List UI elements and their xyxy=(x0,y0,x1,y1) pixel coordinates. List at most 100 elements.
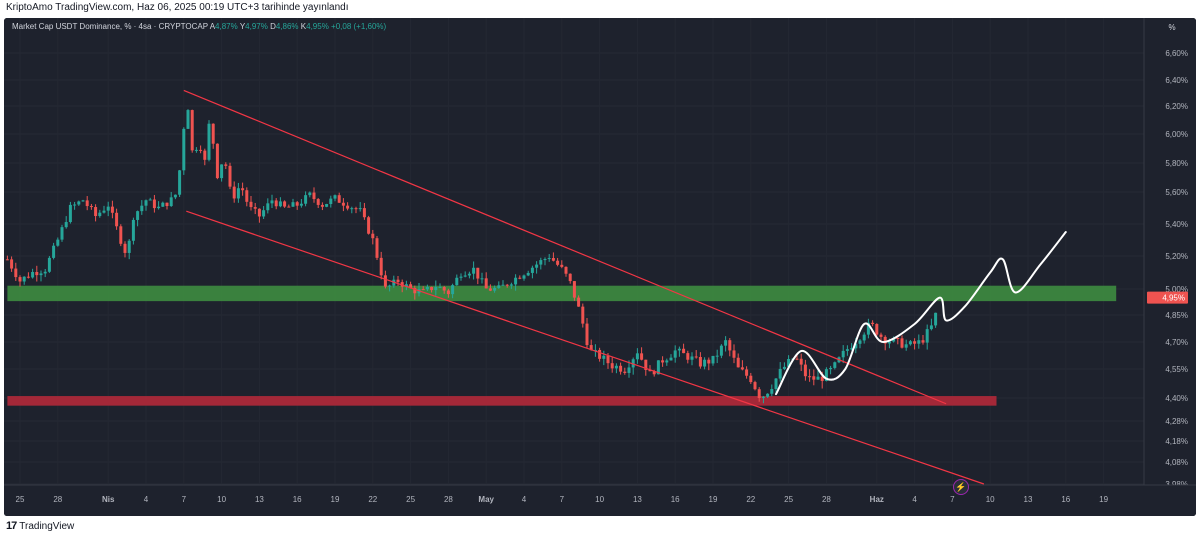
candle-body xyxy=(434,286,438,291)
x-tick-label: 4 xyxy=(912,495,917,504)
candle-body xyxy=(455,277,459,286)
candle-body xyxy=(787,359,791,367)
x-tick-label: 25 xyxy=(406,495,415,504)
candle-body xyxy=(866,322,870,335)
candle-body xyxy=(661,360,665,363)
candle-body xyxy=(89,206,93,208)
x-tick-label: 19 xyxy=(709,495,718,504)
candle-body xyxy=(539,260,543,265)
candle-body xyxy=(459,276,463,278)
candle-body xyxy=(598,349,602,359)
x-tick-label: 10 xyxy=(217,495,226,504)
x-tick-label: May xyxy=(478,495,494,504)
candle-body xyxy=(883,336,887,344)
candle-body xyxy=(908,341,912,345)
price-chart[interactable]: 6,60% 6,40% 6,20% 6,00% 5,80% 5,60% 5,40% 5,20%… xyxy=(4,18,1196,516)
candle-body xyxy=(887,341,891,344)
x-tick-label: 13 xyxy=(255,495,264,504)
candle-body xyxy=(383,275,387,287)
x-tick-label: 13 xyxy=(1024,495,1033,504)
candle-body xyxy=(711,355,715,364)
candle-body xyxy=(753,382,757,390)
y-tick-label: 4,18% xyxy=(1165,437,1188,446)
candle-body xyxy=(39,273,43,276)
candle-body xyxy=(337,195,341,203)
candle-body xyxy=(119,226,123,244)
x-tick-label: 25 xyxy=(16,495,25,504)
candle-body xyxy=(43,271,47,274)
candle-body xyxy=(274,200,278,207)
candle-body xyxy=(102,210,106,213)
candle-body xyxy=(413,288,417,294)
candle-body xyxy=(900,338,904,348)
unit-toggle-button[interactable]: % xyxy=(1168,23,1176,32)
candle-body xyxy=(320,204,324,207)
candle-body xyxy=(312,192,316,200)
candle-body xyxy=(425,286,429,290)
candle-body xyxy=(467,273,471,276)
candle-body xyxy=(635,353,639,360)
candle-body xyxy=(257,208,261,217)
candle-body xyxy=(47,257,51,272)
x-tick-label: 19 xyxy=(1099,495,1108,504)
x-tick-label: 4 xyxy=(522,495,527,504)
candle-body xyxy=(22,276,26,282)
candle-body xyxy=(94,207,98,217)
candle-body xyxy=(430,286,434,291)
x-tick-label: 10 xyxy=(595,495,604,504)
x-tick-label: 28 xyxy=(53,495,62,504)
candle-body xyxy=(194,149,198,151)
candle-body xyxy=(266,203,270,211)
candle-body xyxy=(564,266,568,274)
candle-body xyxy=(463,275,467,277)
candle-body xyxy=(934,312,938,326)
candle-body xyxy=(913,341,917,344)
candle-body xyxy=(656,360,660,375)
candle-body xyxy=(690,356,694,360)
candle-body xyxy=(719,345,723,356)
candle-body xyxy=(929,325,933,330)
candle-body xyxy=(173,194,177,198)
candle-body xyxy=(606,355,610,364)
candle-body xyxy=(648,369,652,372)
candle-body xyxy=(140,205,144,212)
candle-body xyxy=(371,233,375,239)
candle-body xyxy=(560,264,564,267)
candle-body xyxy=(161,202,165,207)
candle-body xyxy=(60,227,64,240)
candle-body xyxy=(892,338,896,342)
x-tick-label: 13 xyxy=(633,495,642,504)
candle-body xyxy=(829,367,833,370)
top-bar: KriptoAmo TradingView.com, Haz 06, 2025 … xyxy=(0,0,1200,18)
candle-body xyxy=(871,322,875,325)
ohlc-close-value: 4,95% xyxy=(306,22,329,31)
lightning-icon[interactable]: ⚡ xyxy=(953,479,969,495)
candle-body xyxy=(665,360,669,363)
candle-body xyxy=(728,340,732,351)
candle-body xyxy=(778,368,782,379)
candle-body xyxy=(766,393,770,397)
candle-body xyxy=(497,285,501,288)
x-tick-label: 25 xyxy=(784,495,793,504)
candle-body xyxy=(518,277,522,279)
y-tick-label: 6,00% xyxy=(1165,130,1188,139)
x-tick-label: Nis xyxy=(102,495,115,504)
candle-body xyxy=(627,367,631,373)
candle-body xyxy=(501,284,505,286)
candle-body xyxy=(241,188,245,191)
ohlc-close-label: K xyxy=(300,22,307,31)
candle-body xyxy=(631,359,635,368)
chart-panel[interactable]: 6,60% 6,40% 6,20% 6,00% 5,80% 5,60% 5,40% 5,20%… xyxy=(4,18,1196,516)
candle-body xyxy=(732,350,736,358)
candle-body xyxy=(421,289,425,291)
candle-body xyxy=(673,350,677,358)
candle-body xyxy=(824,369,828,381)
tradingview-brand[interactable]: 17 TradingView xyxy=(6,520,74,532)
ohlc-low-label: D xyxy=(270,22,276,31)
candle-body xyxy=(509,284,513,286)
candle-body xyxy=(136,211,140,220)
candle-body xyxy=(703,359,707,367)
y-tick-label: 4,40% xyxy=(1165,394,1188,403)
candle-body xyxy=(896,338,900,340)
candle-body xyxy=(472,267,476,274)
